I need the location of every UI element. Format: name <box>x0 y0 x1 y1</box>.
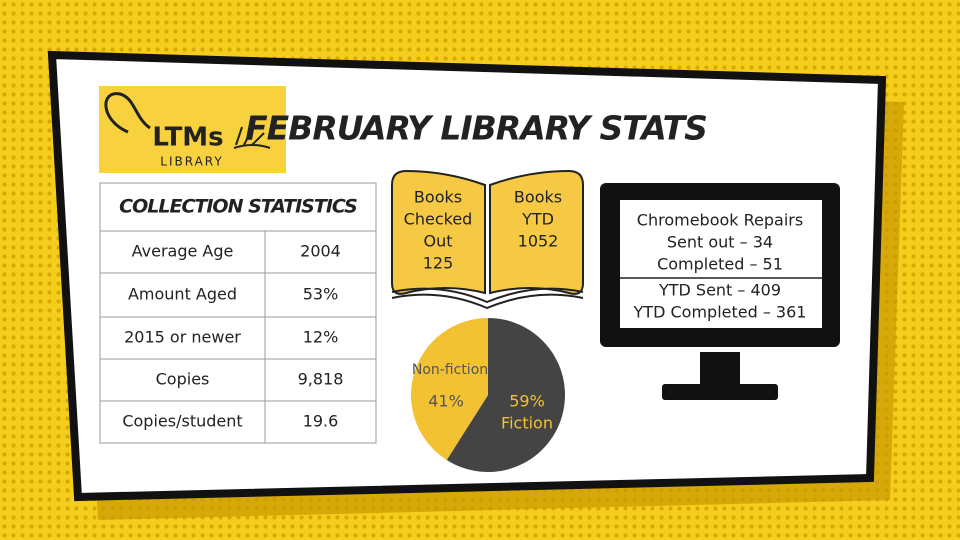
monitor-stand <box>700 352 740 388</box>
table-label: Copies/student <box>122 412 242 431</box>
pie-slice <box>410 318 488 461</box>
monitor-screen <box>620 200 822 328</box>
logo-subtitle: LIBRARY <box>160 155 223 169</box>
pie-label: Fiction <box>501 414 553 433</box>
table-label: 2015 or newer <box>124 328 241 347</box>
pie-value-label: 41% <box>428 392 464 411</box>
book-pages <box>391 287 584 310</box>
pie-slice <box>446 318 565 472</box>
table-value: 2004 <box>300 242 341 261</box>
table-value: 9,818 <box>298 370 344 389</box>
book-label: Checked <box>404 210 473 229</box>
book-value: 1052 <box>518 232 559 251</box>
book-label: Books <box>414 188 462 207</box>
logo-name: LTMs <box>152 123 223 153</box>
book-label: Books <box>514 188 562 207</box>
collection-table: COLLECTION STATISTICS Average Age 2004 Amou… <box>99 182 377 444</box>
repairs-line: YTD Sent – 409 <box>658 281 781 300</box>
repairs-line: Sent out – 34 <box>667 233 773 252</box>
table-label: Amount Aged <box>128 285 237 304</box>
monitor-base <box>662 384 778 400</box>
table-label: Copies <box>156 370 210 389</box>
title: FEBRUARY LIBRARY STATS <box>245 109 707 148</box>
book-value: 125 <box>423 254 454 273</box>
book-label: YTD <box>521 210 554 229</box>
pie-label: Non-fiction <box>412 362 488 378</box>
logo-book <box>233 126 271 149</box>
table-value: 12% <box>303 328 339 347</box>
table-value: 19.6 <box>303 412 339 431</box>
book-right-page <box>489 169 584 295</box>
table-label: Average Age <box>132 242 234 261</box>
logo-swirl <box>104 92 151 134</box>
repairs-line: Completed – 51 <box>657 255 783 274</box>
repairs-line: YTD Completed – 361 <box>633 303 807 322</box>
table-value: 53% <box>303 285 339 304</box>
pie-value-label: 59% <box>509 392 545 411</box>
repairs-title: Chromebook Repairs <box>637 211 803 230</box>
book-left-page <box>391 169 486 295</box>
book-label: Out <box>423 232 452 251</box>
table-border <box>99 182 377 444</box>
table-title: COLLECTION STATISTICS <box>119 196 357 218</box>
